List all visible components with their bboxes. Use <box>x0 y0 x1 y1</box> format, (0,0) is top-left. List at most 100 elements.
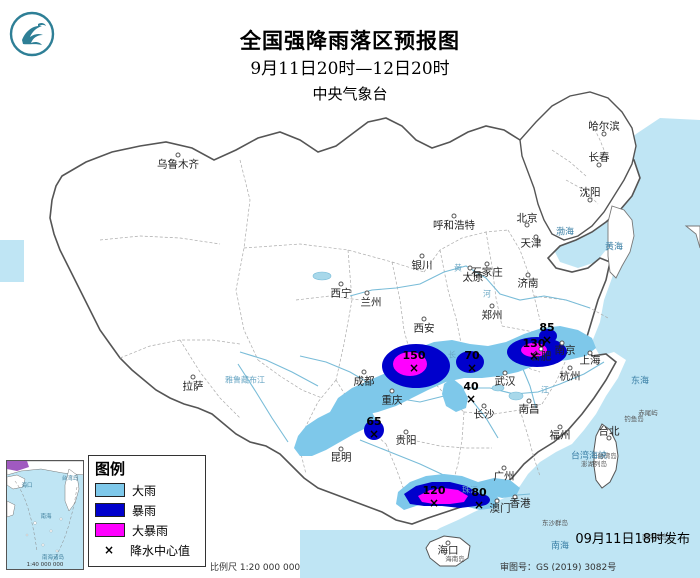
city-label: 西安 <box>413 322 435 335</box>
ocean-south-fill <box>300 530 700 578</box>
city-dot <box>606 435 612 441</box>
city-dot <box>445 540 451 546</box>
city-dot <box>190 374 196 380</box>
city-label: 香港 <box>509 497 531 510</box>
city-label: 太原 <box>462 271 484 284</box>
island-label: 东沙群岛 <box>542 519 568 527</box>
taiwan-island <box>593 423 619 489</box>
issue-time: 09月11日18时发布 <box>575 532 690 547</box>
korea-peninsula <box>607 205 635 279</box>
city-label: 台北 <box>598 425 620 438</box>
city-label: 昆明 <box>330 451 352 464</box>
hainan-island <box>425 535 471 567</box>
legend-label: 大暴雨 <box>132 523 169 538</box>
rainstorm-guangdong <box>470 494 490 506</box>
river-label: 江 <box>541 385 549 395</box>
approval-number: 审图号：GS (2019) 3082号 <box>500 563 617 573</box>
rainstorm-guizhou <box>364 420 384 440</box>
island-label: 钓鱼岛 <box>624 415 644 423</box>
legend-swatch <box>95 523 125 537</box>
rain-heavy-south-east <box>478 478 520 498</box>
legend-row: 大暴雨 <box>95 520 199 540</box>
city-dot <box>538 346 544 352</box>
city-label: 拉萨 <box>182 380 204 393</box>
city-dot <box>494 498 500 504</box>
river-label: 长 <box>448 350 456 360</box>
city-dot <box>364 290 370 296</box>
extreme-rain-south <box>418 488 468 504</box>
city-label: 成都 <box>353 375 375 388</box>
rain-area-south <box>396 474 520 510</box>
city-dot <box>526 398 532 404</box>
legend-swatch <box>95 483 125 497</box>
rain-heavy-southwest-tail <box>294 410 376 456</box>
sea-label: 东海 <box>630 376 650 387</box>
city-dot <box>501 465 507 471</box>
city-label: 南昌 <box>518 403 540 416</box>
city-label: 银川 <box>411 259 433 272</box>
river-label: 黄 <box>454 263 462 273</box>
city-dot <box>512 494 518 500</box>
city-label: 南京 <box>554 344 576 357</box>
inset-label: 台湾岛 <box>61 476 79 482</box>
rainstorm-jiangsu <box>539 329 557 343</box>
city-dot <box>389 388 395 394</box>
island-label: 赤尾屿 <box>638 409 658 417</box>
inset-scale: 1:40 000 000 <box>26 562 64 568</box>
city-dot <box>587 350 593 356</box>
city-label: 北京 <box>516 212 538 225</box>
city-dot <box>419 253 425 259</box>
island-label: 海南岛 <box>445 555 465 563</box>
city-dot <box>601 131 607 137</box>
poyang-lake <box>508 391 524 401</box>
sea-label: 南海 <box>550 541 570 552</box>
inset-map-svg <box>7 461 83 569</box>
city-dot <box>489 303 495 309</box>
city-label: 哈尔滨 <box>588 120 620 133</box>
city-dot <box>175 152 181 158</box>
ocean-west-sliver <box>0 240 24 282</box>
city-label: 贵阳 <box>395 434 417 447</box>
city-label: 武汉 <box>494 375 516 388</box>
river-label: 雅鲁藏布江 <box>225 375 265 385</box>
city-dot <box>596 162 602 168</box>
northeast-region <box>519 91 637 241</box>
city-dot <box>559 340 565 346</box>
city-label: 郑州 <box>481 309 503 322</box>
city-dot <box>338 446 344 452</box>
city-dot <box>587 197 593 203</box>
sea-label: 黄海 <box>604 242 624 253</box>
city-label: 天津 <box>520 237 542 250</box>
city-dot <box>467 265 473 271</box>
legend-label: 暴雨 <box>132 503 157 518</box>
legend-row: 大雨 <box>95 480 199 500</box>
dongting-lake <box>491 384 505 392</box>
legend-label-center-value: 降水中心值 <box>130 543 191 558</box>
city-label: 合肥 <box>530 350 552 363</box>
city-label: 重庆 <box>381 394 403 407</box>
city-label: 兰州 <box>360 296 382 309</box>
south-china-sea-inset: 南海 南海诸岛 海口 台湾岛 1:40 000 000 <box>6 460 84 570</box>
city-dot <box>525 272 531 278</box>
sea-label: 渤海 <box>555 227 575 238</box>
city-label: 济南 <box>517 277 539 290</box>
city-dot <box>484 261 490 267</box>
cma-dragon-logo <box>9 11 55 57</box>
china-landmass <box>49 117 641 525</box>
city-label: 上海 <box>579 354 601 367</box>
extreme-rain-sichuan <box>393 352 427 376</box>
city-label: 杭州 <box>559 370 581 383</box>
city-dot <box>403 429 409 435</box>
inset-label: 南海诸岛 <box>41 555 65 561</box>
city-label: 西宁 <box>330 287 352 300</box>
city-label: 呼和浩特 <box>433 219 475 232</box>
inset-label: 海口 <box>21 483 33 489</box>
city-label: 福州 <box>549 429 571 442</box>
city-dot <box>481 403 487 409</box>
legend-row: 暴雨 <box>95 500 199 520</box>
city-dot <box>524 222 530 228</box>
legend-title: 图例 <box>95 460 126 478</box>
precip-center-x-icon: × <box>103 543 115 557</box>
river-label: 河 <box>483 289 491 299</box>
